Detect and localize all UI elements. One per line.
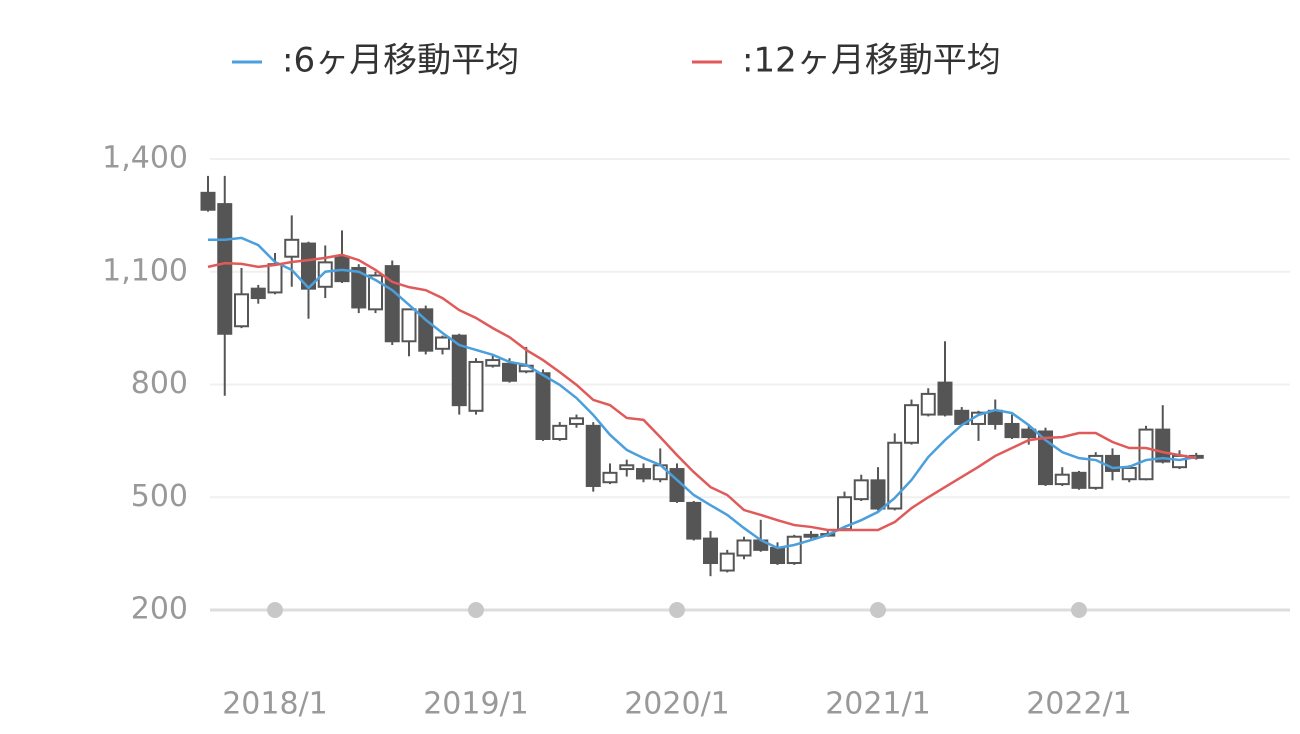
- candle-body: [351, 266, 367, 309]
- candle-body: [770, 546, 785, 565]
- candle-body: [1038, 430, 1053, 486]
- ma-line: [208, 236, 1197, 550]
- candle-body: [1071, 471, 1087, 489]
- candle-body: [569, 417, 584, 425]
- candle-body: [703, 537, 718, 565]
- candle-body: [317, 261, 333, 288]
- legend-label: :12ヶ月移動平均: [742, 41, 1001, 81]
- candle-body: [736, 539, 752, 557]
- x-tick-label: 2020/1: [624, 687, 730, 722]
- x-tick-label: 2018/1: [222, 687, 328, 722]
- candle-body: [1021, 428, 1037, 439]
- candle-body: [418, 308, 434, 352]
- x-tick-label: 2022/1: [1026, 687, 1132, 722]
- x-marker: [669, 602, 685, 618]
- candle-body: [937, 381, 953, 416]
- candle-body: [904, 404, 919, 444]
- candle-body: [535, 372, 551, 440]
- x-marker: [1071, 602, 1087, 618]
- candle-body: [686, 501, 702, 540]
- candle-body: [786, 535, 802, 565]
- candle-body: [250, 287, 266, 300]
- x-marker: [468, 602, 484, 618]
- candle-body: [602, 471, 618, 484]
- candle-body: [619, 464, 635, 471]
- candle-body: [636, 468, 651, 480]
- y-tick-label: 800: [131, 366, 188, 401]
- candle-body: [267, 263, 283, 294]
- candle-body: [1138, 428, 1154, 481]
- y-tick-label: 500: [131, 479, 188, 514]
- x-tick-label: 2021/1: [825, 687, 931, 722]
- x-marker: [870, 602, 886, 618]
- candle-body: [284, 238, 300, 258]
- x-tick-label: 2019/1: [423, 687, 529, 722]
- candle-body: [468, 360, 484, 412]
- candle-body: [200, 191, 216, 211]
- candle-body: [870, 479, 886, 510]
- candle-body: [1004, 422, 1020, 439]
- x-marker: [267, 602, 283, 618]
- candle-body: [853, 479, 869, 501]
- candle-body: [1054, 473, 1070, 486]
- y-tick-label: 1,400: [102, 141, 188, 176]
- candle-body: [887, 441, 903, 510]
- candle-body: [585, 424, 601, 487]
- candle-body: [1088, 454, 1104, 489]
- legend-label: :6ヶ月移動平均: [282, 41, 519, 81]
- candle-body: [384, 265, 400, 343]
- candle-body: [217, 203, 233, 335]
- candle-body: [401, 308, 417, 343]
- candle-body: [1121, 466, 1137, 481]
- candle-body: [368, 274, 383, 311]
- candle-body: [920, 392, 936, 416]
- candle-body: [803, 533, 819, 538]
- candle-body: [234, 293, 249, 328]
- candle-body: [485, 359, 501, 367]
- ma-line: [207, 253, 1197, 532]
- candle-body: [1155, 428, 1171, 463]
- y-tick-label: 1,100: [102, 253, 188, 288]
- candle-body: [435, 336, 450, 350]
- candle-body: [1172, 454, 1187, 469]
- candle-body: [502, 362, 517, 382]
- y-tick-label: 200: [131, 592, 188, 627]
- candle-body: [552, 424, 568, 440]
- candle-body: [719, 552, 735, 572]
- candle-body: [987, 409, 1003, 425]
- candle-body: [451, 334, 467, 407]
